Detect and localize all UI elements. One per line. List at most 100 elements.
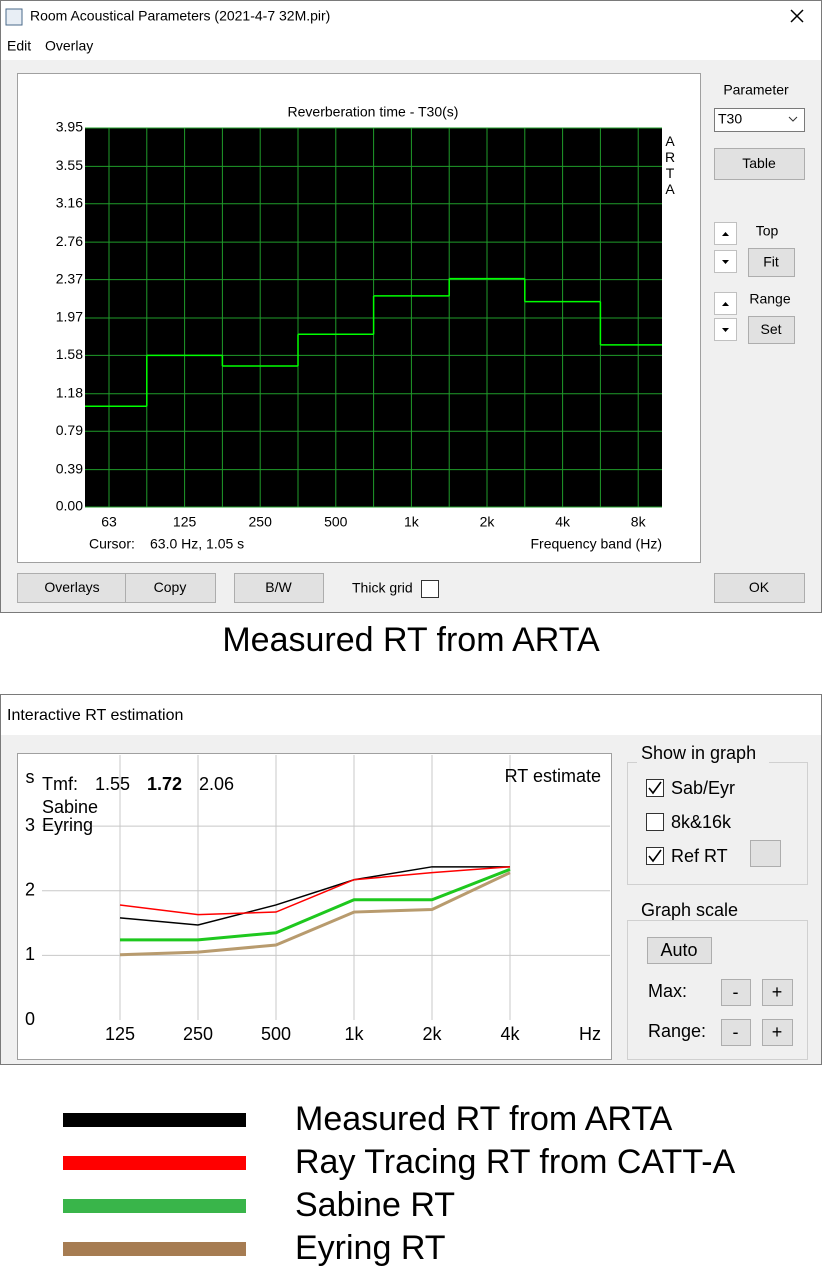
series-line bbox=[119, 871, 511, 957]
button-label: Copy bbox=[154, 579, 187, 595]
x-tick-label: 1k bbox=[404, 514, 420, 530]
tmf-label: Tmf: bbox=[42, 774, 78, 794]
top-label: Top bbox=[756, 223, 779, 239]
button-label: Overlays bbox=[44, 579, 99, 595]
spin-down[interactable] bbox=[714, 318, 737, 341]
estimator-title: Interactive RT estimation bbox=[7, 707, 183, 724]
group-title: Show in graph bbox=[641, 743, 756, 763]
y-tick-label: 2.76 bbox=[56, 233, 83, 249]
x-tick-label: 2k bbox=[480, 514, 496, 530]
y-tick-label: 1 bbox=[25, 944, 35, 964]
spin-up[interactable] bbox=[714, 222, 737, 245]
button-face bbox=[17, 573, 128, 603]
legend-entry: Sabine bbox=[42, 797, 98, 817]
button-label: Fit bbox=[763, 254, 779, 270]
button-label: OK bbox=[749, 579, 770, 595]
button-label: + bbox=[772, 1022, 783, 1042]
spin-down[interactable] bbox=[714, 250, 737, 273]
tmf-value: 1.72 bbox=[147, 774, 182, 794]
button[interactable]: Overlays bbox=[17, 573, 128, 603]
option-checkbox[interactable] bbox=[646, 779, 664, 797]
legend-entry: Eyring bbox=[42, 815, 93, 835]
legend-label: Ray Tracing RT from CATT-A bbox=[295, 1143, 736, 1181]
x-tick-label: 250 bbox=[249, 514, 273, 530]
figure-legend: Measured RT from ARTA Ray Tracing RT from… bbox=[63, 1100, 736, 1267]
button[interactable] bbox=[750, 840, 781, 867]
button[interactable]: Copy bbox=[125, 573, 216, 603]
legend-label: Measured RT from ARTA bbox=[295, 1100, 673, 1138]
button[interactable]: Auto bbox=[647, 937, 712, 964]
close-button[interactable] bbox=[790, 9, 804, 23]
spin-up[interactable] bbox=[714, 292, 737, 315]
series-line bbox=[119, 866, 510, 926]
menu-item[interactable]: Edit bbox=[7, 38, 31, 54]
x-axis-label: Frequency band (Hz) bbox=[530, 536, 662, 552]
group-title: Graph scale bbox=[641, 900, 738, 920]
button[interactable]: + bbox=[762, 979, 793, 1006]
button[interactable]: - bbox=[721, 979, 751, 1006]
button-face bbox=[721, 1019, 751, 1046]
button-face bbox=[714, 148, 805, 180]
checkbox-box bbox=[646, 813, 664, 831]
option-label: Sab/Eyr bbox=[671, 778, 735, 798]
button-label: + bbox=[772, 982, 783, 1002]
y-tick-label: 3.95 bbox=[56, 119, 83, 135]
button[interactable]: - bbox=[721, 1019, 751, 1046]
check-mark bbox=[648, 781, 662, 795]
chart-title: RT estimate bbox=[505, 766, 601, 786]
estimator-title-bar bbox=[1, 695, 821, 735]
button[interactable]: Fit bbox=[748, 248, 795, 277]
legend-label: Eyring RT bbox=[295, 1229, 446, 1267]
button[interactable]: B/W bbox=[234, 573, 324, 603]
group-title-bg bbox=[637, 745, 769, 763]
menu-item[interactable]: Overlay bbox=[45, 38, 93, 54]
x-tick-label: 4k bbox=[500, 1024, 520, 1044]
button-label: Auto bbox=[660, 940, 697, 960]
thick-grid-label: Thick grid bbox=[352, 580, 413, 596]
button-label: B/W bbox=[265, 579, 292, 595]
group-title-bg bbox=[637, 902, 755, 920]
option-label: Ref RT bbox=[671, 846, 728, 866]
y-tick-label: 0.00 bbox=[56, 498, 83, 514]
x-tick-label: 500 bbox=[324, 514, 348, 530]
y-axis-label: s bbox=[26, 767, 35, 787]
button[interactable]: + bbox=[762, 1019, 793, 1046]
series-line bbox=[120, 868, 511, 942]
y-tick-label: 2 bbox=[25, 879, 35, 899]
app-icon bbox=[5, 8, 23, 26]
button[interactable]: OK bbox=[714, 573, 805, 603]
x-tick-label: 250 bbox=[183, 1024, 213, 1044]
range-label: Range: bbox=[648, 1021, 706, 1041]
y-tick-label: 0.79 bbox=[56, 422, 83, 438]
side-label: ARTA bbox=[662, 133, 678, 197]
y-tick-label: 3.55 bbox=[56, 157, 83, 173]
button-face bbox=[647, 937, 712, 964]
button-label: Table bbox=[742, 155, 776, 171]
max-label: Max: bbox=[648, 981, 687, 1001]
button[interactable]: Table bbox=[714, 148, 805, 180]
y-tick-label: 1.97 bbox=[56, 309, 83, 325]
y-tick-label: 3 bbox=[25, 815, 35, 835]
y-tick-label: 3.16 bbox=[56, 195, 83, 211]
button-label: Set bbox=[760, 321, 781, 337]
arrow-icon bbox=[722, 260, 729, 264]
parameter-dropdown[interactable]: T30 bbox=[714, 108, 805, 132]
y-tick-label: 0.39 bbox=[56, 460, 83, 476]
x-axis-label: Hz bbox=[579, 1024, 601, 1044]
tmf-value: 1.55 bbox=[95, 774, 130, 794]
button[interactable]: Set bbox=[748, 316, 795, 344]
x-tick-label: 4k bbox=[555, 514, 571, 530]
option-checkbox[interactable] bbox=[646, 813, 664, 831]
checkbox-box bbox=[421, 580, 439, 598]
option-checkbox[interactable] bbox=[646, 847, 664, 865]
thick-grid-checkbox[interactable] bbox=[421, 580, 439, 598]
x-tick-label: 63 bbox=[101, 514, 117, 530]
button-label: - bbox=[733, 1022, 739, 1042]
button-face bbox=[762, 1019, 793, 1046]
button-face bbox=[748, 248, 795, 277]
button-face bbox=[750, 840, 781, 867]
button-face bbox=[714, 573, 805, 603]
x-tick-label: 500 bbox=[261, 1024, 291, 1044]
chart-title: Reverberation time - T30(s) bbox=[288, 104, 459, 120]
